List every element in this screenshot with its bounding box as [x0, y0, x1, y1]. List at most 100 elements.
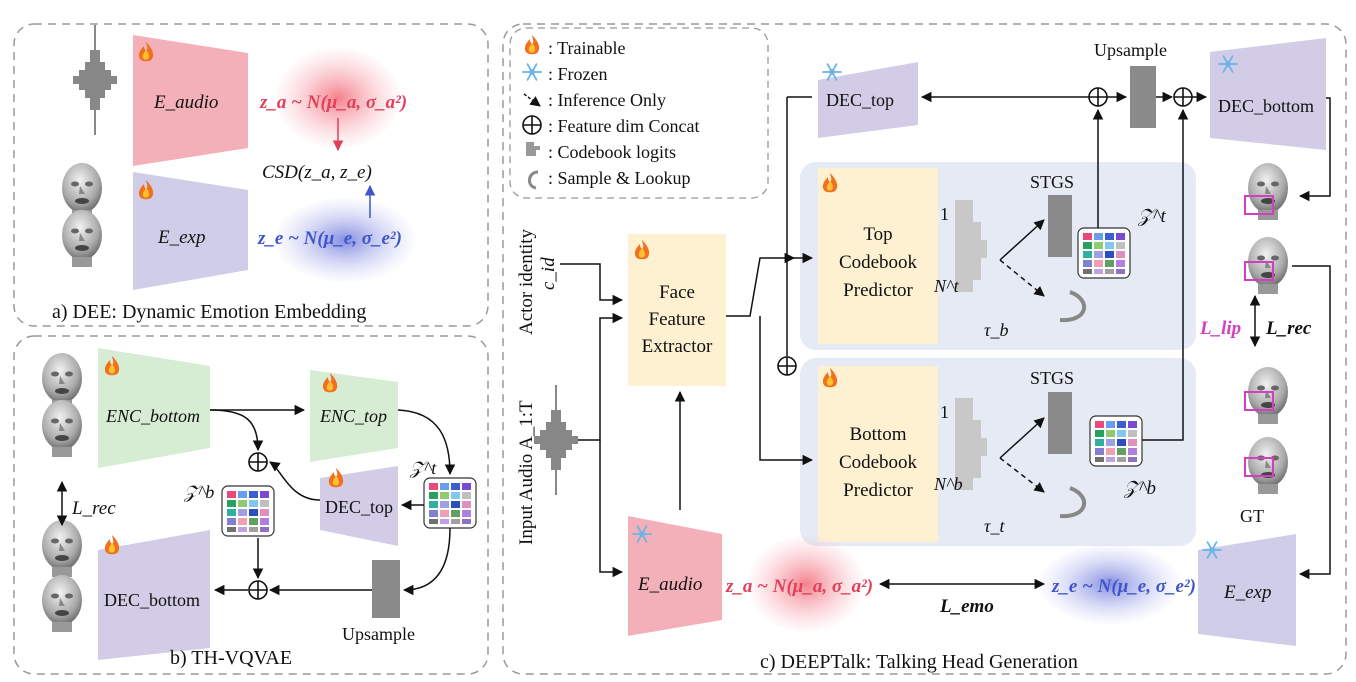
arrow-gt-eexp: [1292, 265, 1331, 580]
zt-label-c: 𝒵^t: [1137, 206, 1166, 227]
arrow-cid-ffe: [560, 263, 624, 306]
arrow-ffe-bottom: [759, 316, 814, 466]
lip-box: [1244, 195, 1274, 215]
ze-formula-c: z_e ~ N(μ_e, σ_e²): [1051, 576, 1196, 597]
dec-top-block-c: [818, 62, 918, 138]
circled-plus-icon: [522, 115, 542, 135]
dashed-arrow-icon: [523, 93, 541, 107]
concat-oplus-c2: [1173, 87, 1193, 107]
dec-top-label-c: DEC_top: [826, 90, 894, 110]
dec-bottom-label-b: DEC_bottom: [104, 590, 200, 610]
legend-sample: : Sample & Lookup: [548, 168, 691, 188]
e-exp-label-a: E_exp: [157, 227, 205, 248]
stgs-bar-bottom: [1048, 392, 1072, 454]
face-feature-extractor-block: [628, 234, 726, 386]
upsample-label-b: Upsample: [342, 624, 415, 644]
bottom-pred-line1: Bottom: [849, 424, 906, 445]
l-emo-label: L_emo: [939, 596, 994, 617]
legend-inference: : Inference Only: [548, 90, 666, 110]
exp-gaussian-c: [1040, 544, 1180, 624]
head-mesh-icon: [42, 575, 82, 632]
audio-waveform-icon: [73, 25, 117, 135]
l-rec-label-b: L_rec: [71, 498, 116, 519]
arrow-logits-stgs-bottom: [999, 417, 1045, 459]
lip-box: [1244, 457, 1274, 477]
head-mesh-icon: [42, 400, 82, 457]
e-audio-encoder-c: [628, 516, 722, 636]
top-codebook-predictor-block: [818, 168, 938, 344]
sample-lookup-bottom: [1059, 486, 1087, 519]
tau-t-label: τ_t: [984, 516, 1005, 536]
upsample-bar-c: [1130, 66, 1156, 128]
input-audio-label: Input Audio A_1:T: [516, 400, 537, 545]
codebook-zt-b: [423, 477, 477, 529]
bottom-one-label: 1: [940, 402, 949, 422]
enc-bottom-block: [98, 348, 210, 468]
arrow-decbottom-output: [1298, 97, 1331, 202]
e-audio-label-a: E_audio: [153, 92, 218, 113]
arrow-encb-concat: [209, 409, 264, 452]
legend-logits: : Codebook logits: [548, 142, 676, 162]
head-mesh-icon: [1248, 163, 1288, 220]
l-rec-label-c: L_rec: [1265, 318, 1312, 339]
top-pred-line1: Top: [863, 224, 892, 245]
ffe-label-line1: Face: [659, 282, 695, 303]
upsample-bar-b: [372, 560, 400, 618]
bottom-pred-line2: Codebook: [839, 452, 918, 473]
e-audio-label-c: E_audio: [637, 574, 702, 595]
nb-label: N^b: [933, 474, 963, 494]
zb-label-b: 𝒵^b: [183, 482, 214, 502]
gt-label: GT: [1240, 506, 1264, 526]
codebook-logits-icon: [526, 142, 540, 156]
top-codebook-logits: [955, 200, 987, 292]
dec-top-label-b: DEC_top: [325, 497, 393, 517]
l-lip-label: L_lip: [1199, 318, 1241, 339]
panel-a-frame: [13, 23, 489, 327]
concat-oplus-c3: [777, 356, 797, 376]
concat-oplus-b1: [248, 452, 268, 472]
tau-b-label: τ_b: [984, 320, 1008, 340]
ffe-label-line3: Extractor: [642, 336, 713, 357]
dashed-arrow-bottom: [999, 457, 1045, 493]
legend-frozen: : Frozen: [548, 64, 607, 84]
bottom-codebook-predictor-block: [818, 366, 938, 542]
actor-identity-label: Actor identity: [516, 228, 537, 335]
audio-gaussian-a: [276, 48, 400, 148]
stgs-label-bottom: STGS: [1030, 368, 1074, 388]
panel-c-caption: c) DEEPTalk: Talking Head Generation: [760, 651, 1078, 673]
arrow-zb-concat: [1142, 108, 1189, 441]
arrow-audio-eaudio: [599, 440, 624, 578]
bottom-pred-line3: Predictor: [843, 480, 913, 501]
lip-box: [1244, 261, 1274, 281]
head-mesh-icon: [42, 520, 82, 577]
panel-b-frame: [13, 335, 489, 675]
flame-icon: [104, 535, 120, 555]
panel-b-caption: b) TH-VQVAE: [170, 647, 292, 669]
enc-top-label: ENC_top: [319, 406, 387, 426]
stgs-bar-top: [1048, 195, 1072, 257]
csd-label: CSD(z_a, z_e): [262, 162, 372, 183]
audio-gaussian-c: [748, 536, 864, 632]
e-exp-label-c: E_exp: [1223, 582, 1271, 603]
legend-concat: : Feature dim Concat: [548, 116, 699, 136]
e-audio-encoder-a: [133, 35, 248, 166]
top-pred-line2: Codebook: [839, 252, 918, 273]
dec-bottom-label-c: DEC_bottom: [1218, 96, 1314, 116]
flame-icon: [328, 468, 344, 488]
za-formula-c: z_a ~ N(μ_a, σ_a²): [725, 576, 873, 597]
arrow-ffe-top: [726, 252, 796, 317]
dec-bottom-block-c: [1210, 38, 1326, 150]
codebook-zb-b: [221, 485, 275, 537]
ze-formula-a: z_e ~ N(μ_e, σ_e²): [257, 228, 402, 249]
bottom-codebook-logits: [955, 398, 987, 490]
codebook-zb-c: [1089, 415, 1143, 467]
enc-top-block: [310, 370, 398, 462]
curved-arrow-icon: [528, 170, 539, 190]
dashed-arrow-top: [999, 259, 1045, 297]
audio-waveform-icon: [534, 385, 578, 495]
legend-box: [509, 27, 769, 199]
arrow-audio-ffe: [578, 312, 624, 441]
panel-c-frame: [502, 23, 1347, 675]
za-formula-a: z_a ~ N(μ_a, σ_a²): [259, 92, 407, 113]
